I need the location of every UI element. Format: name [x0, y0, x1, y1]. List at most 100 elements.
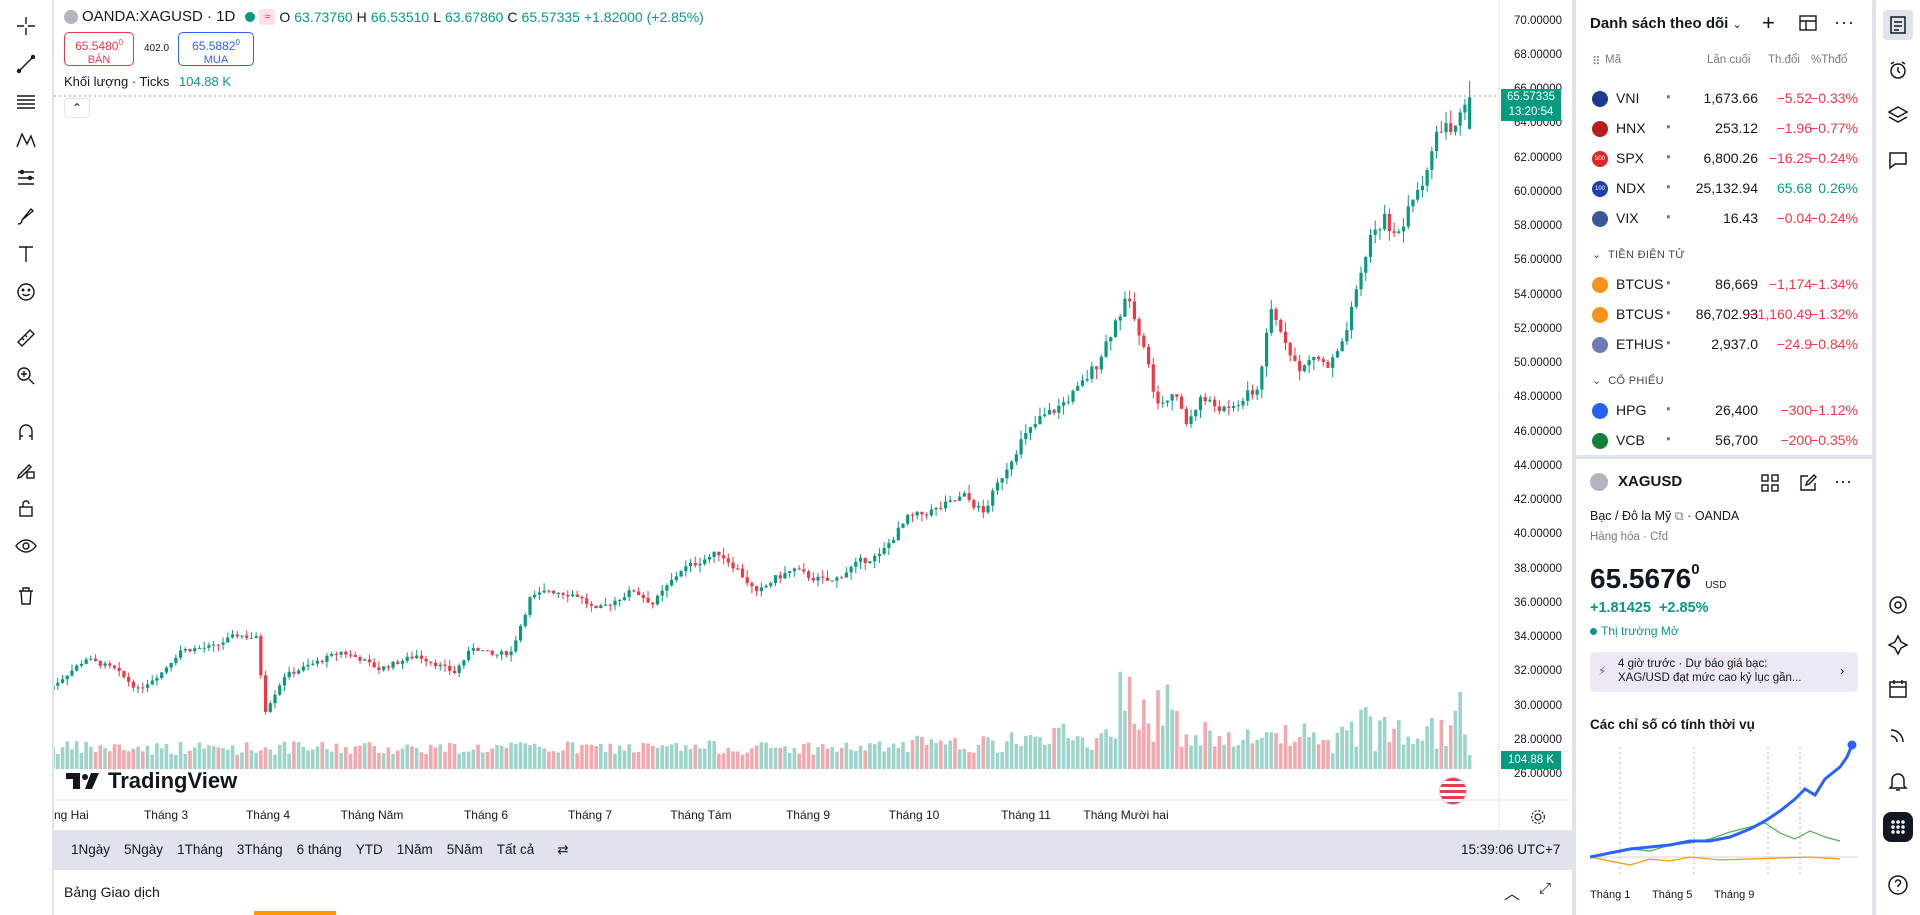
forecast-icon[interactable]	[10, 162, 42, 194]
candle-body	[1132, 301, 1136, 320]
watchlist-row[interactable]: VCB ● 56,700 −200 −0.35%	[1576, 425, 1872, 455]
seasonal-chart[interactable]	[1590, 737, 1858, 897]
range-5d[interactable]: 5Ngày	[124, 842, 164, 857]
lightbulb-icon[interactable]	[1883, 630, 1913, 660]
maximize-panel-icon[interactable]: ⤢	[1539, 880, 1552, 897]
market-status-text: Thị trường Mở	[1601, 624, 1679, 638]
price-axis-label: 44.00000	[1514, 459, 1562, 472]
bell-icon[interactable]	[1883, 766, 1913, 796]
details-desc-text[interactable]: Bạc / Đô la Mỹ	[1590, 509, 1672, 523]
buy-button[interactable]: 65.58820 MUA	[178, 32, 254, 66]
volume-bar	[1146, 723, 1151, 769]
row-status-dot-icon: ●	[1666, 122, 1671, 131]
col-symbol[interactable]: Mã	[1605, 54, 1621, 66]
candle-body	[1236, 405, 1240, 407]
crosshair-icon[interactable]	[10, 10, 42, 42]
section-crypto[interactable]: ⌄ TIỀN ĐIỆN TỬ	[1592, 249, 1685, 261]
settings-gear-icon[interactable]	[1529, 808, 1547, 826]
fib-lines-icon[interactable]	[10, 86, 42, 118]
candle-body	[844, 572, 848, 578]
brush-icon[interactable]	[10, 200, 42, 232]
volume-bar	[292, 741, 296, 769]
sell-button[interactable]: 65.54800 BÁN	[64, 32, 134, 66]
candle-body	[693, 562, 697, 566]
col-change[interactable]: Th.đổi	[1768, 54, 1800, 66]
section-stocks[interactable]: ⌄ CỔ PHIẾU	[1592, 375, 1664, 387]
volume-bar	[188, 750, 192, 769]
edit-note-icon[interactable]	[1798, 473, 1818, 493]
volume-bar	[877, 741, 882, 769]
volume-bar	[1170, 709, 1174, 769]
magnet-icon[interactable]	[10, 416, 42, 448]
watchlist-row[interactable]: ETHUS ● 2,937.0 −24.9 −0.84%	[1576, 329, 1872, 359]
watchlist-row[interactable]: VNI ● 1,673.66 −5.52 −0.33%	[1576, 83, 1872, 113]
chat-icon[interactable]	[1883, 145, 1913, 175]
trading-panel-title[interactable]: Bảng Giao dịch	[64, 884, 160, 900]
range-1m[interactable]: 1Tháng	[177, 842, 223, 857]
range-1d[interactable]: 1Ngày	[71, 842, 111, 857]
candle-body	[811, 577, 815, 581]
high-value: 66.53510	[370, 8, 430, 25]
range-1y[interactable]: 1Năm	[396, 842, 433, 857]
volume-bar	[249, 750, 254, 769]
ruler-icon[interactable]	[10, 322, 42, 354]
price-chart[interactable]	[54, 0, 1572, 830]
delay-flag-icon[interactable]: ≈	[259, 8, 276, 25]
range-all[interactable]: Tất cả	[496, 842, 535, 857]
watchlist-row[interactable]: HPG ● 26,400 −300 −1.12%	[1576, 395, 1872, 425]
watchlist-row[interactable]: BTCUS ● 86,702.93 −1,160.49 −1.32%	[1576, 299, 1872, 329]
watchlist-row[interactable]: HNX ● 253.12 −1.96 −0.77%	[1576, 113, 1872, 143]
lock-icon[interactable]	[10, 492, 42, 524]
apps-grid-icon[interactable]	[1883, 812, 1913, 842]
details-more-icon[interactable]: ···	[1834, 471, 1852, 491]
news-banner[interactable]: ⚡ 4 giờ trước · Dự báo giá bạc: XAG/USD …	[1590, 652, 1858, 692]
target-icon[interactable]	[1883, 590, 1913, 620]
details-symbol[interactable]: XAGUSD	[1618, 473, 1683, 490]
chart-pane[interactable]: OANDA:XAGUSD · 1D ≈ O 63.73760 H 66.53510 …	[54, 0, 1572, 870]
calendar-icon[interactable]	[1883, 674, 1913, 704]
range-ytd[interactable]: YTD	[355, 842, 383, 857]
details-description: Bạc / Đô la Mỹ ⧉ · OANDA	[1590, 509, 1740, 523]
add-symbol-icon[interactable]: +	[1762, 10, 1775, 35]
watchlist-icon[interactable]	[1883, 10, 1913, 40]
grid-view-icon[interactable]	[1760, 473, 1780, 493]
range-6m[interactable]: 6 tháng	[296, 842, 342, 857]
symbol-logo-icon	[64, 9, 78, 24]
watchlist-title[interactable]: Danh sách theo dõi ⌄	[1590, 15, 1742, 32]
collapse-panel-icon[interactable]: ︿	[1504, 886, 1521, 903]
lock-pencil-icon[interactable]	[10, 454, 42, 486]
date-range-icon[interactable]: ⇄	[557, 842, 569, 857]
text-icon[interactable]	[10, 238, 42, 270]
eye-icon[interactable]	[10, 530, 42, 562]
collapse-legend-button[interactable]: ⌃	[64, 98, 90, 118]
advanced-view-icon[interactable]	[1798, 13, 1818, 33]
candle-body	[1293, 355, 1297, 361]
us-flag-icon[interactable]	[1439, 777, 1467, 805]
trend-line-icon[interactable]	[10, 48, 42, 80]
clock-timezone[interactable]: 15:39:06 UTC+7	[1461, 842, 1561, 857]
symbol-title[interactable]: OANDA:XAGUSD · 1D	[82, 8, 236, 25]
col-change-pct[interactable]: %Thđổ	[1811, 54, 1848, 66]
trash-icon[interactable]	[10, 580, 42, 612]
zoom-icon[interactable]	[10, 360, 42, 392]
watchlist-row[interactable]: VIX ● 16.43 −0.04 −0.24%	[1576, 203, 1872, 233]
seasonal-title[interactable]: Các chỉ số có tính thời vụ	[1590, 717, 1755, 732]
range-5y[interactable]: 5Năm	[446, 842, 483, 857]
pattern-icon[interactable]	[10, 124, 42, 156]
emoji-icon[interactable]	[10, 276, 42, 308]
col-last[interactable]: Lần cuối	[1707, 54, 1751, 66]
more-options-icon[interactable]: ···	[1834, 12, 1855, 32]
watchlist-row[interactable]: 500 SPX ● 6,800.26 −16.25 −0.24%	[1576, 143, 1872, 173]
volume-bar	[1448, 725, 1453, 769]
alerts-clock-icon[interactable]	[1883, 55, 1913, 85]
candle-body	[1463, 104, 1467, 113]
watchlist-row[interactable]: 100 NDX ● 25,132.94 65.68 0.26%	[1576, 173, 1872, 203]
range-3m[interactable]: 3Tháng	[236, 842, 283, 857]
volume-bar	[174, 754, 178, 769]
candle-body	[920, 511, 924, 515]
help-icon[interactable]	[1883, 870, 1913, 900]
layers-icon[interactable]	[1883, 100, 1913, 130]
volume-bar	[820, 744, 825, 769]
watchlist-row[interactable]: BTCUS ● 86,669 −1,174 −1.34%	[1576, 269, 1872, 299]
broadcast-icon[interactable]	[1883, 720, 1913, 750]
